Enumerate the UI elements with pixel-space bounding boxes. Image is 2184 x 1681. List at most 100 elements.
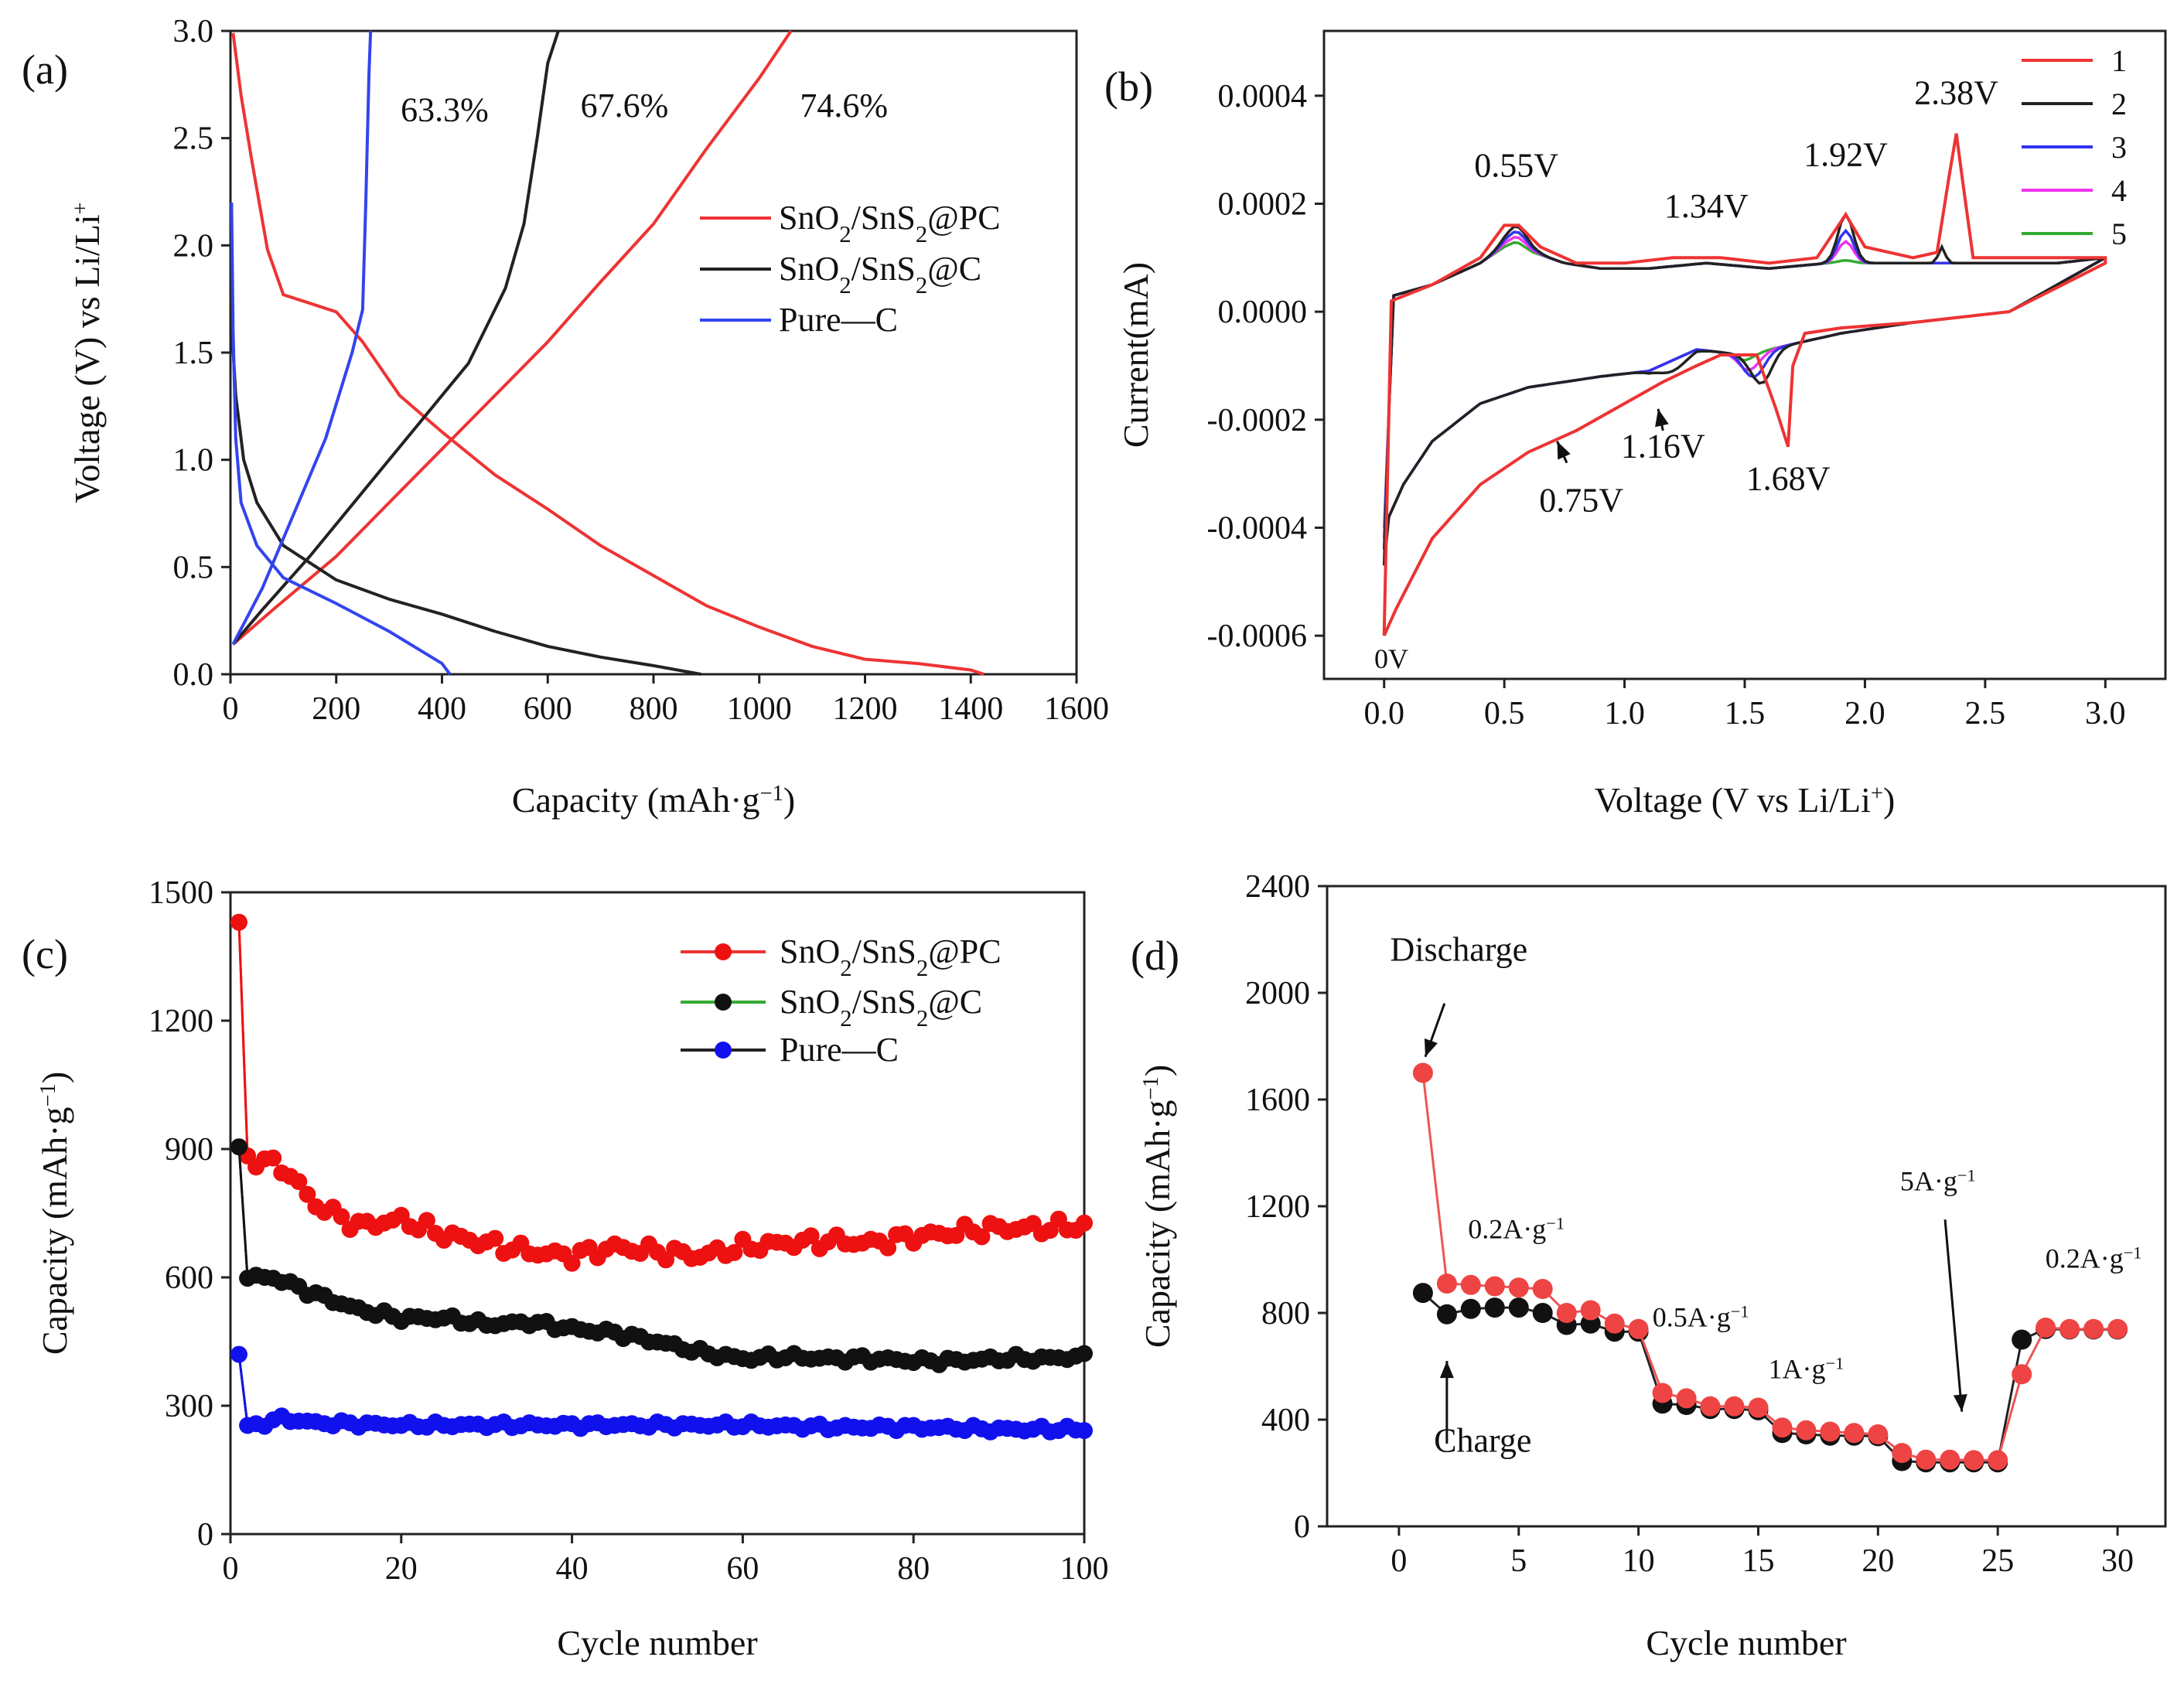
d-y-axis-title-sup: −1 xyxy=(1139,1076,1163,1100)
a-legend-label: SnO2/SnS2@PC xyxy=(779,199,1001,247)
d-discharge-point xyxy=(1700,1396,1721,1417)
b-x-tick-label: 3.0 xyxy=(2085,696,2126,731)
d-annotation: 0.2A·g−1 xyxy=(2046,1243,2142,1274)
d-discharge-point xyxy=(1796,1420,1817,1441)
d-annotation-sup: −1 xyxy=(1731,1301,1749,1321)
d-annotation-arrow-head xyxy=(1953,1393,1967,1412)
b-legend-label: 2 xyxy=(2111,87,2127,121)
d-annotation: Charge xyxy=(1434,1421,1531,1459)
c-legend-label-part: SnO xyxy=(780,933,840,970)
b-legend-label: 4 xyxy=(2111,173,2127,208)
d-discharge-point xyxy=(1844,1423,1865,1444)
d-discharge-point xyxy=(1556,1303,1577,1323)
c-data-point xyxy=(879,1239,897,1256)
c-data-point xyxy=(290,1173,308,1191)
d-x-tick-label: 5 xyxy=(1510,1543,1527,1579)
a-y-tick-label: 3.0 xyxy=(173,14,214,49)
c-legend-marker xyxy=(715,1042,732,1059)
a-annotation: 63.3% xyxy=(401,90,489,128)
c-legend-label-part: @C xyxy=(928,983,982,1021)
c-legend-label-part: /SnS xyxy=(852,933,916,970)
d-y-axis-title-text: Capacity (mAh·g xyxy=(1138,1100,1177,1349)
d-y-tick-label: 1200 xyxy=(1245,1189,1310,1225)
d-panel-label: (d) xyxy=(1131,933,1179,979)
panel-d: 0 5 10 15 20 25 30 0 400 800 1200 1600 2000 2400 (d) Di… xyxy=(1131,869,2167,1662)
a-series-discharge-line xyxy=(230,202,452,676)
a-series-discharge-line xyxy=(231,32,985,676)
d-annotation-sup: −1 xyxy=(1957,1165,1976,1185)
a-x-axis-title-text: Capacity (mAh·g xyxy=(512,780,760,820)
b-cv-cycle-5-line xyxy=(1382,240,2107,529)
b-annotation: 0.75V xyxy=(1539,482,1623,520)
c-y-tick-label: 900 xyxy=(165,1132,213,1168)
a-legend-label-part: Pure—C xyxy=(779,301,898,339)
a-annotation: 74.6% xyxy=(800,87,888,124)
b-legend-label: 3 xyxy=(2111,130,2127,165)
b-x-axis-title: Voltage (V vs Li/Li+) xyxy=(1595,780,1896,820)
a-y-tick-label: 1.0 xyxy=(173,443,214,479)
d-discharge-point xyxy=(1532,1279,1553,1299)
d-y-tick-label: 1600 xyxy=(1245,1083,1310,1118)
b-cv-cycle-4-line xyxy=(1382,236,2107,539)
c-data-point xyxy=(230,1138,247,1156)
d-x-tick-label: 15 xyxy=(1742,1543,1774,1579)
panel-b: 0.0 0.5 1.0 1.5 2.0 2.5 3.0 -0.0006 -0.0004 -0.00… xyxy=(1104,29,2167,820)
d-annotation-arrow-head xyxy=(1424,1038,1438,1057)
d-discharge-point xyxy=(1652,1383,1673,1403)
a-legend-label-part: 2 xyxy=(916,272,927,298)
d-annotation-text: 0.2A·g xyxy=(2046,1243,2124,1274)
b-y-tick-label: 0.0000 xyxy=(1218,295,1308,330)
b-cv-cycle-2-line xyxy=(1382,211,2107,566)
b-legend-label: 1 xyxy=(2111,43,2127,78)
d-annotation: 0.2A·g−1 xyxy=(1468,1213,1565,1245)
c-data-point xyxy=(264,1149,282,1167)
c-data-point xyxy=(1076,1345,1093,1362)
d-discharge-point xyxy=(1628,1318,1649,1339)
d-annotation-text: 0.2A·g xyxy=(1468,1213,1546,1244)
d-x-axis-title: Cycle number xyxy=(1646,1623,1846,1662)
b-annotation: 1.92V xyxy=(1804,136,1888,174)
b-annotation: 2.38V xyxy=(1914,73,1998,111)
a-series-discharge-line xyxy=(230,331,701,676)
b-legend-label: 5 xyxy=(2111,217,2127,251)
a-legend-label-part: /SnS xyxy=(851,199,916,237)
a-legend-label: SnO2/SnS2@C xyxy=(779,250,981,298)
a-y-axis-title: Voltage (V) vs Li/Li+ xyxy=(67,202,107,503)
c-x-tick-label: 0 xyxy=(223,1551,239,1587)
c-legend-marker xyxy=(715,943,732,960)
d-annotation-text: 1A·g xyxy=(1769,1354,1826,1385)
d-charge-point xyxy=(1460,1298,1481,1319)
b-annotation-arrow-head xyxy=(1655,408,1669,428)
a-panel-label: (a) xyxy=(22,46,68,93)
a-legend-label-part: @C xyxy=(927,250,981,288)
c-legend-label-part: 2 xyxy=(840,955,851,981)
b-y-tick-label: -0.0006 xyxy=(1207,619,1308,654)
d-annotation-sup: −1 xyxy=(1826,1353,1844,1372)
a-y-tick-label: 2.0 xyxy=(173,228,214,264)
d-discharge-point xyxy=(1868,1424,1889,1444)
b-annotation-arrow-head xyxy=(1557,441,1571,460)
b-x-tick-label: 1.5 xyxy=(1725,696,1766,731)
c-legend-label-part: 2 xyxy=(840,1005,851,1031)
c-data-point xyxy=(418,1212,435,1229)
c-y-axis-title: Capacity (mAh·g−1) xyxy=(35,1072,74,1355)
b-annotation: 1.16V xyxy=(1621,428,1705,465)
d-annotation-arrow-head xyxy=(1439,1361,1454,1379)
d-x-tick-label: 10 xyxy=(1623,1543,1655,1579)
b-annotation: 1.34V xyxy=(1664,187,1749,225)
c-data-point xyxy=(486,1229,504,1247)
a-annotation: 67.6% xyxy=(581,87,669,124)
b-x-axis-title-text: Voltage (V vs Li/Li xyxy=(1595,780,1871,820)
c-x-axis-title: Cycle number xyxy=(557,1623,757,1662)
d-annotation: 0.5A·g−1 xyxy=(1653,1301,1749,1333)
d-y-tick-label: 800 xyxy=(1261,1296,1310,1332)
d-discharge-point xyxy=(1676,1388,1697,1409)
b-y-tick-label: 0.0002 xyxy=(1218,186,1308,222)
c-legend-label-part: SnO xyxy=(780,983,840,1021)
c-legend-label: Pure—C xyxy=(780,1031,899,1069)
d-discharge-point xyxy=(1580,1300,1601,1321)
a-plot-frame xyxy=(229,29,1078,676)
c-y-tick-label: 300 xyxy=(165,1389,213,1424)
b-x-tick-label: 1.0 xyxy=(1604,696,1645,731)
